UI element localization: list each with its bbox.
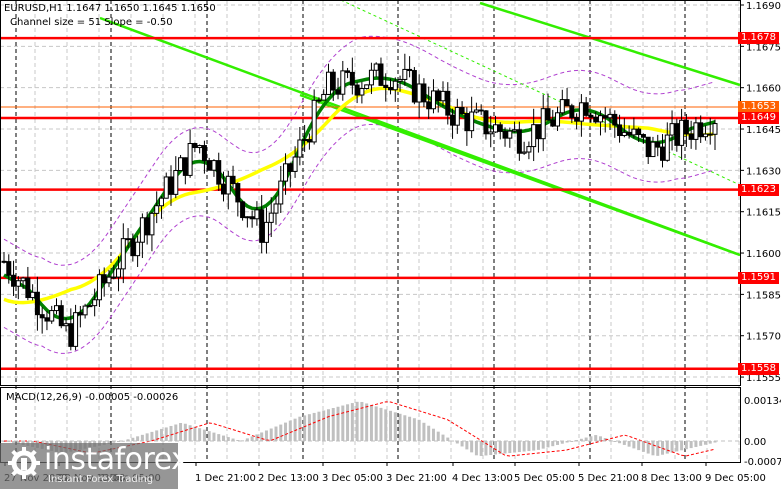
svg-text:1.1660: 1.1660 (746, 84, 781, 95)
envelope-bands (3, 35, 716, 354)
svg-text:5 Dec 05:00: 5 Dec 05:00 (514, 473, 575, 484)
svg-text:1.1615: 1.1615 (746, 208, 781, 219)
svg-text:3 Dec 21:00: 3 Dec 21:00 (386, 473, 447, 484)
svg-text:8 Dec 13:00: 8 Dec 13:00 (641, 473, 702, 484)
price-level-label: 1.1558 (738, 362, 779, 375)
price-level-label: 1.1653 (738, 100, 779, 113)
symbol-header: EURUSD,H1 1.1647 1.1650 1.1645 1.1650 (4, 3, 216, 14)
svg-text:1.1570: 1.1570 (746, 332, 781, 343)
axes: 1.1690 1.1675 1.1660 1.1645 1.1630 1.1615 1.16… (4, 1, 781, 484)
watermark-tagline: Instant Forex Trading (48, 474, 154, 485)
watermark-band (0, 443, 178, 489)
regression-channel (99, 0, 741, 257)
svg-text:2 Dec 13:00: 2 Dec 13:00 (258, 473, 319, 484)
svg-text:1.1645: 1.1645 (746, 125, 781, 136)
price-level-label: 1.1649 (738, 111, 779, 124)
svg-text:1.1555: 1.1555 (746, 373, 781, 384)
svg-text:1.1585: 1.1585 (746, 290, 781, 301)
svg-text:-0.00073: -0.00073 (744, 457, 781, 468)
channel-info: Channel size = 51 Slope = -0.50 (10, 17, 173, 28)
svg-text:5 Dec 21:00: 5 Dec 21:00 (578, 473, 639, 484)
svg-text:1.1630: 1.1630 (746, 166, 781, 177)
gear-logo-icon (8, 447, 40, 479)
macd-title: MACD(12,26,9) -0.00005 -0.00026 (6, 392, 179, 403)
svg-text:9 Dec 05:00: 9 Dec 05:00 (705, 473, 766, 484)
svg-text:1.1675: 1.1675 (746, 42, 781, 53)
svg-text:3 Dec 05:00: 3 Dec 05:00 (322, 473, 383, 484)
price-level-label: 1.1591 (738, 271, 779, 284)
svg-text:0.00134: 0.00134 (744, 396, 781, 407)
price-level-label: 1.1678 (738, 32, 779, 45)
price-level-label: 1.1623 (738, 183, 779, 196)
watermark-brand: instaforex (44, 442, 189, 477)
svg-text:1.1600: 1.1600 (746, 249, 781, 260)
svg-text:4 Dec 13:00: 4 Dec 13:00 (452, 473, 513, 484)
svg-text:1.1690: 1.1690 (746, 1, 781, 12)
candlesticks (1, 53, 718, 351)
svg-text:1 Dec 21:00: 1 Dec 21:00 (195, 473, 256, 484)
svg-text:0.00: 0.00 (744, 437, 766, 448)
